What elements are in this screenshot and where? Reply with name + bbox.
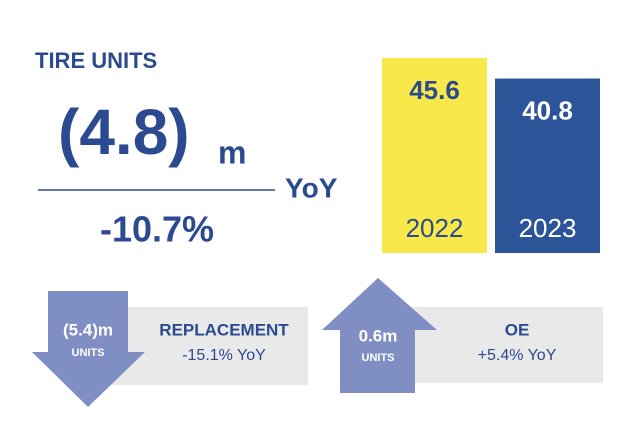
segment-name: REPLACEMENT <box>159 320 289 339</box>
category-label: 2022 <box>406 213 464 243</box>
segment-unit: UNITS <box>72 347 105 359</box>
segment-value: (5.4)m <box>63 320 113 339</box>
segment-unit: UNITS <box>362 352 395 364</box>
category-label: 2023 <box>519 213 577 243</box>
change-value: (4.8) <box>58 96 190 168</box>
comparison: YoY <box>285 172 338 203</box>
segment-panel <box>105 307 308 385</box>
segment-change: -15.1% YoY <box>182 347 266 364</box>
bar <box>495 78 600 254</box>
value-label: 45.6 <box>409 75 460 105</box>
segment-change: +5.4% YoY <box>478 347 557 364</box>
segment-value: 0.6m <box>359 326 398 345</box>
change-percent: -10.7% <box>100 209 214 250</box>
bar <box>382 58 487 253</box>
title: TIRE UNITS <box>35 48 157 73</box>
value-label: 40.8 <box>522 95 573 125</box>
down-arrow <box>32 291 145 407</box>
up-arrow <box>322 278 437 393</box>
change-unit: m <box>218 134 246 170</box>
segment-panel <box>393 307 603 383</box>
segment-name: OE <box>505 320 530 339</box>
